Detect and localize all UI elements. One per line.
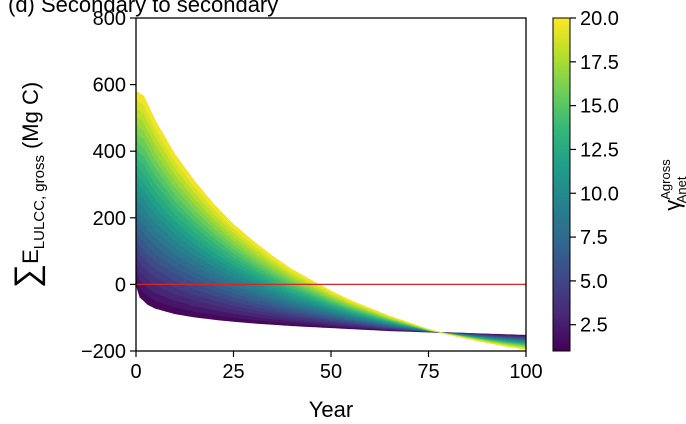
svg-text:∑ELULCC, gross(Mg C): ∑ELULCC, gross (Mg C) [8,82,48,288]
colorbar-tick-label: 17.5 [580,52,619,74]
y-tick-label: 800 [93,8,126,30]
chart-title: (d) Secondary to secondary [8,0,278,17]
colorbar-label-subscript: Anet [674,176,686,203]
colorbar-tick-label: 15.0 [580,96,619,118]
colorbar-tick-label: 7.5 [580,227,608,249]
colorbar-tick-label: 20.0 [580,8,619,30]
x-tick-label: 25 [222,361,244,383]
y-tick-label: 600 [93,75,126,97]
y-axis-ticks: −200 0 200 400 600 800 [81,8,136,363]
colorbar-ticks: 2.5 5.0 7.5 10.0 12.5 15.0 17.5 20.0 [570,8,619,337]
x-tick-label: 75 [417,361,439,383]
colorbar-label: γAgrossAnet [658,159,686,211]
colorbar-tick-label: 2.5 [580,315,608,337]
y-tick-label: 400 [93,141,126,163]
colorbar-label-superscript: Agross [658,159,673,200]
data-bands [136,90,526,350]
colorbar-tick-label: 12.5 [580,139,619,161]
y-tick-label: 0 [115,274,126,296]
colorbar-tick-label: 5.0 [580,271,608,293]
y-label-subscript: LULCC, gross [31,155,48,249]
x-tick-label: 100 [509,361,542,383]
y-axis-label: ∑ELULCC, gross (Mg C) [8,82,48,288]
y-label-unit: (Mg C) [18,82,43,149]
colorbar-label-main: γ [660,200,685,211]
x-tick-label: 50 [320,361,342,383]
colorbar [552,17,571,352]
x-axis-ticks: 0 25 50 75 100 [130,351,543,383]
svg-text:γAgrossAnet: γAgrossAnet [658,159,686,211]
colorbar-tick-label: 10.0 [580,183,619,205]
y-label-main: E [18,249,43,264]
y-tick-label: −200 [81,341,126,363]
x-tick-label: 0 [130,361,141,383]
y-label-sum: ∑ [8,264,46,288]
band-gamma-24 [136,90,526,350]
y-tick-label: 200 [93,208,126,230]
x-axis-label: Year [309,397,353,422]
